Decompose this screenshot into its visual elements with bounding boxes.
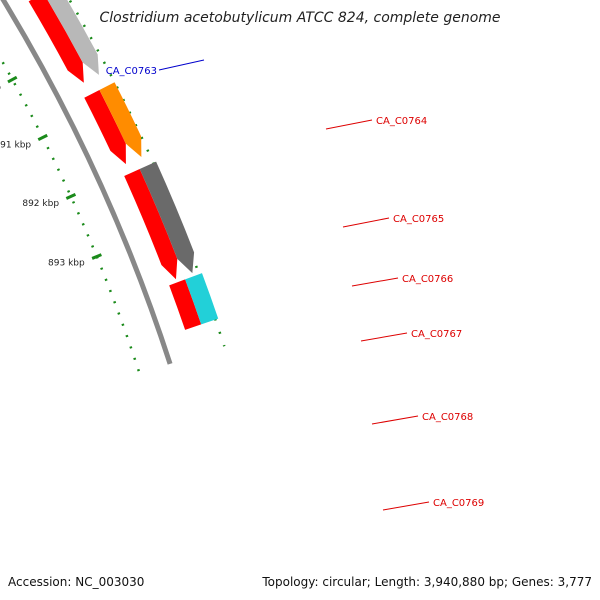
tick-label: 892 kbp bbox=[22, 199, 59, 209]
tick-label: 890 kbp bbox=[0, 83, 1, 93]
genome-summary: Topology: circular; Length: 3,940,880 bp… bbox=[258, 575, 592, 589]
gene-label: CA_C0765 bbox=[393, 214, 444, 225]
gene-leader-line bbox=[382, 501, 430, 511]
CA_C0769-gene bbox=[139, 161, 195, 274]
major-tick bbox=[65, 193, 77, 200]
CA_C0768-cds bbox=[84, 90, 126, 165]
gene-leader-line bbox=[360, 332, 408, 342]
tick-label: 893 kbp bbox=[48, 258, 85, 268]
gene-label: CA_C0763 bbox=[106, 66, 157, 77]
tick-label: 891 kbp bbox=[0, 140, 31, 150]
gene-label: CA_C0769 bbox=[433, 498, 484, 509]
downstream-gene bbox=[185, 273, 219, 325]
gene-leader-line bbox=[342, 217, 390, 228]
accession-label: Accession: NC_003030 bbox=[8, 575, 145, 589]
gene-leader-line bbox=[158, 59, 205, 71]
gene-label: CA_C0767 bbox=[411, 329, 462, 340]
CA_C0767-cds bbox=[28, 0, 84, 83]
gene-label: CA_C0766 bbox=[402, 274, 453, 285]
major-tick bbox=[7, 75, 18, 84]
gene-label: CA_C0768 bbox=[422, 412, 473, 423]
gene-leader-line bbox=[325, 119, 373, 130]
CA_C0768-gene bbox=[99, 82, 142, 157]
gene-label: CA_C0764 bbox=[376, 116, 427, 127]
map-title: Clostridium acetobutylicum ATCC 824, com… bbox=[99, 10, 501, 26]
genome-backbone-ring bbox=[0, 0, 173, 365]
downstream-cds bbox=[169, 279, 202, 330]
CA_C0767-gene bbox=[47, 0, 99, 75]
major-tick bbox=[91, 253, 102, 260]
CA_C0769-cds bbox=[124, 169, 178, 280]
gene-leader-line bbox=[351, 277, 399, 287]
major-tick bbox=[37, 133, 48, 142]
gene-leader-line bbox=[371, 415, 419, 425]
